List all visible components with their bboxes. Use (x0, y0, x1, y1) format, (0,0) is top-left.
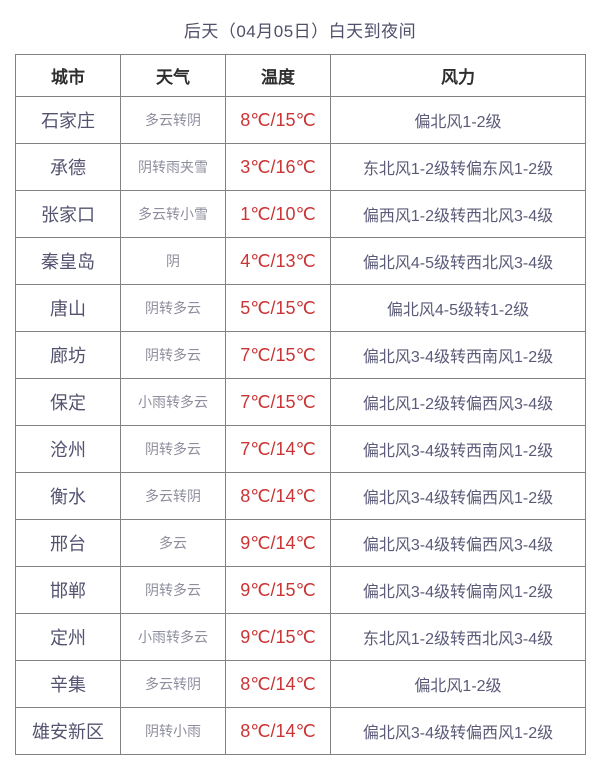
weather-cell: 阴转多云 (120, 425, 226, 473)
weather-cell: 阴转多云 (120, 566, 226, 614)
weather-cell: 阴转多云 (120, 331, 226, 379)
weather-cell: 多云转小雪 (120, 190, 226, 238)
table-row: 雄安新区 阴转小雨 8℃/14℃ 偏北风3-4级转偏西风1-2级 (15, 707, 586, 755)
wind-cell: 偏北风1-2级 (330, 96, 586, 144)
temperature-cell: 8℃/14℃ (225, 707, 331, 755)
temperature-cell: 8℃/14℃ (225, 472, 331, 520)
table-row: 保定 小雨转多云 7℃/15℃ 偏北风1-2级转偏西风3-4级 (15, 378, 586, 426)
temperature-cell: 9℃/14℃ (225, 519, 331, 567)
table-header-row: 城市 天气 温度 风力 (15, 54, 586, 97)
weather-cell: 阴转小雨 (120, 707, 226, 755)
weather-cell: 多云转阴 (120, 660, 226, 708)
table-row: 辛集 多云转阴 8℃/14℃ 偏北风1-2级 (15, 660, 586, 708)
wind-cell: 偏西风1-2级转西北风3-4级 (330, 190, 586, 238)
page-title: 后天（04月05日）白天到夜间 (183, 22, 417, 41)
column-header-wind: 风力 (330, 54, 586, 97)
temperature-cell: 5℃/15℃ (225, 284, 331, 332)
wind-cell: 偏北风4-5级转1-2级 (330, 284, 586, 332)
weather-cell: 多云转阴 (120, 96, 226, 144)
weather-cell: 阴转多云 (120, 284, 226, 332)
table-row: 邢台 多云 9℃/14℃ 偏北风3-4级转偏西风3-4级 (15, 519, 586, 567)
weather-cell: 阴转雨夹雪 (120, 143, 226, 191)
table-row: 承德 阴转雨夹雪 3℃/16℃ 东北风1-2级转偏东风1-2级 (15, 143, 586, 191)
wind-cell: 偏北风3-4级转西南风1-2级 (330, 425, 586, 473)
temperature-cell: 8℃/15℃ (225, 96, 331, 144)
table-row: 衡水 多云转阴 8℃/14℃ 偏北风3-4级转偏西风1-2级 (15, 472, 586, 520)
weather-cell: 小雨转多云 (120, 613, 226, 661)
table-row: 唐山 阴转多云 5℃/15℃ 偏北风4-5级转1-2级 (15, 284, 586, 332)
table-row: 秦皇岛 阴 4℃/13℃ 偏北风4-5级转西北风3-4级 (15, 237, 586, 285)
table-row: 定州 小雨转多云 9℃/15℃ 东北风1-2级转西北风3-4级 (15, 613, 586, 661)
temperature-cell: 7℃/14℃ (225, 425, 331, 473)
city-cell: 保定 (15, 378, 121, 426)
temperature-cell: 9℃/15℃ (225, 566, 331, 614)
wind-cell: 偏北风4-5级转西北风3-4级 (330, 237, 586, 285)
wind-cell: 偏北风1-2级 (330, 660, 586, 708)
wind-cell: 偏北风3-4级转西南风1-2级 (330, 331, 586, 379)
weather-cell: 阴 (120, 237, 226, 285)
city-cell: 唐山 (15, 284, 121, 332)
wind-cell: 偏北风3-4级转偏西风3-4级 (330, 519, 586, 567)
city-cell: 沧州 (15, 425, 121, 473)
table-row: 张家口 多云转小雪 1℃/10℃ 偏西风1-2级转西北风3-4级 (15, 190, 586, 238)
wind-cell: 偏北风1-2级转偏西风3-4级 (330, 378, 586, 426)
city-cell: 定州 (15, 613, 121, 661)
city-cell: 雄安新区 (15, 707, 121, 755)
table-row: 廊坊 阴转多云 7℃/15℃ 偏北风3-4级转西南风1-2级 (15, 331, 586, 379)
table-row: 邯郸 阴转多云 9℃/15℃ 偏北风3-4级转偏南风1-2级 (15, 566, 586, 614)
city-cell: 石家庄 (15, 96, 121, 144)
temperature-cell: 7℃/15℃ (225, 331, 331, 379)
city-cell: 张家口 (15, 190, 121, 238)
table-body: 石家庄 多云转阴 8℃/15℃ 偏北风1-2级 承德 阴转雨夹雪 3℃/16℃ … (15, 96, 586, 755)
column-header-temperature: 温度 (225, 54, 331, 97)
wind-cell: 偏北风3-4级转偏南风1-2级 (330, 566, 586, 614)
temperature-cell: 7℃/15℃ (225, 378, 331, 426)
table-row: 沧州 阴转多云 7℃/14℃ 偏北风3-4级转西南风1-2级 (15, 425, 586, 473)
temperature-cell: 4℃/13℃ (225, 237, 331, 285)
wind-cell: 偏北风3-4级转偏西风1-2级 (330, 472, 586, 520)
city-cell: 秦皇岛 (15, 237, 121, 285)
weather-forecast-table: 城市 天气 温度 风力 石家庄 多云转阴 8℃/15℃ 偏北风1-2级 承德 阴… (15, 54, 586, 755)
temperature-cell: 9℃/15℃ (225, 613, 331, 661)
city-cell: 邯郸 (15, 566, 121, 614)
city-cell: 衡水 (15, 472, 121, 520)
weather-cell: 多云转阴 (120, 472, 226, 520)
city-cell: 廊坊 (15, 331, 121, 379)
table-row: 石家庄 多云转阴 8℃/15℃ 偏北风1-2级 (15, 96, 586, 144)
temperature-cell: 1℃/10℃ (225, 190, 331, 238)
city-cell: 承德 (15, 143, 121, 191)
column-header-city: 城市 (15, 54, 121, 97)
wind-cell: 东北风1-2级转偏东风1-2级 (330, 143, 586, 191)
temperature-cell: 8℃/14℃ (225, 660, 331, 708)
weather-cell: 多云 (120, 519, 226, 567)
column-header-weather: 天气 (120, 54, 226, 97)
wind-cell: 东北风1-2级转西北风3-4级 (330, 613, 586, 661)
wind-cell: 偏北风3-4级转偏西风1-2级 (330, 707, 586, 755)
temperature-cell: 3℃/16℃ (225, 143, 331, 191)
city-cell: 邢台 (15, 519, 121, 567)
weather-cell: 小雨转多云 (120, 378, 226, 426)
city-cell: 辛集 (15, 660, 121, 708)
